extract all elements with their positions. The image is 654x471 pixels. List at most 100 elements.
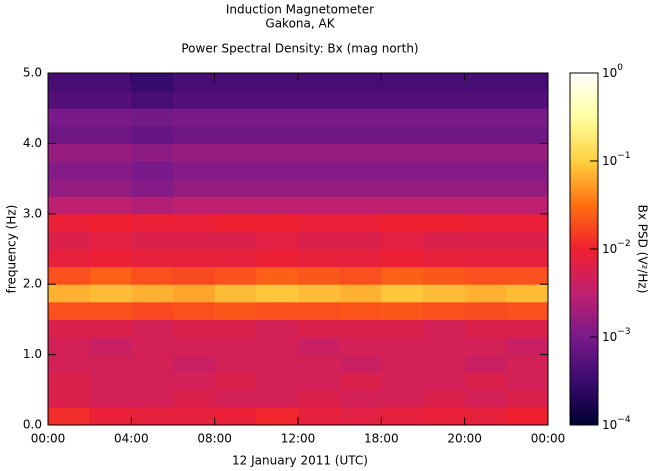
heatmap-cell (339, 73, 382, 92)
heatmap-cell (423, 354, 466, 373)
colorbar-tick-label: 10−4 (602, 415, 631, 432)
heatmap-cell (506, 337, 549, 356)
heatmap-cell (381, 161, 424, 180)
heatmap-cell (464, 354, 507, 373)
colorbar-tick-label: 10−3 (602, 327, 631, 344)
heatmap-cell (298, 337, 341, 356)
heatmap-cell (173, 125, 216, 144)
colorbar-tick-label: 10−2 (602, 239, 631, 256)
heatmap-cell (89, 319, 132, 338)
heatmap-cell (298, 125, 341, 144)
heatmap-cell (423, 337, 466, 356)
heatmap-cell (214, 337, 257, 356)
heatmap-cell (256, 337, 299, 356)
heatmap-cell (423, 301, 466, 320)
heatmap-cell (381, 178, 424, 197)
heatmap-cell (173, 301, 216, 320)
heatmap-cell (89, 108, 132, 127)
heatmap-cell (89, 73, 132, 92)
heatmap-cell (173, 73, 216, 92)
heatmap-cell (506, 196, 549, 215)
heatmap-cell (173, 143, 216, 162)
colorbar-tick-base: 10 (602, 66, 617, 80)
heatmap-cell (131, 354, 174, 373)
heatmap-cell (131, 125, 174, 144)
x-tick-label: 00:00 (531, 432, 566, 446)
heatmap-cell (48, 337, 91, 356)
colorbar-tick-exponent: −4 (617, 415, 631, 425)
heatmap-cell (214, 178, 257, 197)
heatmap-cell (48, 389, 91, 408)
heatmap-cell (173, 337, 216, 356)
colorbar-tick-exponent: −2 (617, 239, 630, 249)
heatmap-cell (214, 407, 257, 426)
heatmap-cell (256, 90, 299, 109)
heatmap-cell (381, 231, 424, 250)
heatmap-cell (506, 266, 549, 285)
heatmap-cell (464, 266, 507, 285)
heatmap-cell (214, 354, 257, 373)
heatmap-cell (298, 178, 341, 197)
heatmap-cell (256, 372, 299, 391)
heatmap-cell (256, 301, 299, 320)
colorbar-tick-base: 10 (602, 242, 617, 256)
heatmap-cell (214, 161, 257, 180)
heatmap-cell (256, 108, 299, 127)
heatmap-cell (423, 266, 466, 285)
heatmap-cell (464, 301, 507, 320)
heatmap-cell (298, 73, 341, 92)
heatmap-cell (89, 266, 132, 285)
heatmap-cell (89, 301, 132, 320)
heatmap-cell (506, 319, 549, 338)
heatmap-cell (423, 161, 466, 180)
x-tick-label: 18:00 (364, 432, 399, 446)
heatmap-cell (48, 249, 91, 268)
heatmap-cell (506, 249, 549, 268)
heatmap-cell (48, 213, 91, 232)
heatmap-cell (173, 90, 216, 109)
heatmap-cell (381, 337, 424, 356)
heatmap-cell (214, 213, 257, 232)
heatmap-cell (89, 337, 132, 356)
heatmap-cell (464, 73, 507, 92)
heatmap-cell (339, 231, 382, 250)
y-tick-label: 3.0 (23, 206, 42, 220)
heatmap-cell (173, 319, 216, 338)
heatmap-cell (339, 407, 382, 426)
heatmap-cell (506, 354, 549, 373)
heatmap-cell (339, 90, 382, 109)
chart-subtitle: Gakona, AK (265, 17, 335, 31)
heatmap-cell (256, 284, 299, 303)
heatmap-cell (381, 213, 424, 232)
colorbar-tick-base: 10 (602, 418, 617, 432)
heatmap-cell (339, 108, 382, 127)
heatmap-cell (298, 90, 341, 109)
heatmap-cell (173, 266, 216, 285)
heatmap-cell (423, 125, 466, 144)
heatmap-cell (131, 213, 174, 232)
heatmap-cell (214, 301, 257, 320)
heatmap-cell (89, 90, 132, 109)
heatmap-cell (173, 284, 216, 303)
colorbar-label: Bx PSD (V²/Hz) (636, 205, 650, 294)
heatmap-cell (214, 319, 257, 338)
heatmap-cell (339, 161, 382, 180)
heatmap-cell (506, 90, 549, 109)
heatmap-cell (256, 196, 299, 215)
heatmap-cell (423, 73, 466, 92)
heatmap-cell (131, 407, 174, 426)
x-tick-label: 00:00 (31, 432, 66, 446)
heatmap-cell (339, 213, 382, 232)
heatmap-cell (298, 266, 341, 285)
colorbar-tick-label: 100 (602, 63, 623, 80)
heatmap-cell (381, 249, 424, 268)
heatmap-cell (131, 161, 174, 180)
heatmap-cell (423, 196, 466, 215)
y-tick-label: 5.0 (23, 66, 42, 80)
heatmap-cell (256, 213, 299, 232)
heatmap-cell (131, 178, 174, 197)
heatmap-cell (89, 143, 132, 162)
heatmap-cell (381, 125, 424, 144)
heatmap-cell (214, 196, 257, 215)
colorbar-tick-exponent: −1 (617, 151, 630, 161)
